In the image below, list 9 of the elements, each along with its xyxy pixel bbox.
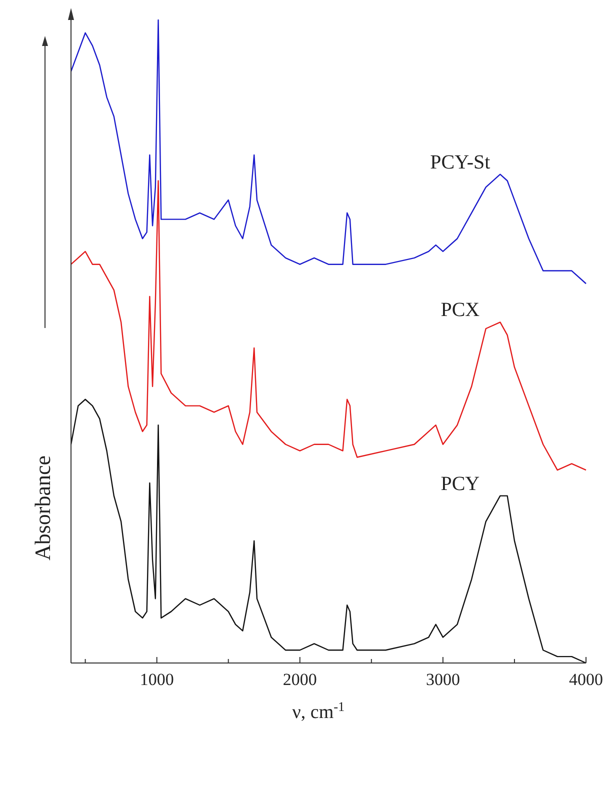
x-tick-label: 2000: [282, 670, 317, 689]
y-axis-title: Absorbance: [30, 455, 55, 561]
series-label: PCY: [440, 472, 480, 495]
x-tick-label: 1000: [140, 670, 174, 689]
series-label: PCX: [440, 299, 480, 322]
x-axis-title: ν, cm$^{-1}$: [292, 698, 345, 723]
x-tick-label: 3000: [426, 670, 460, 689]
x-tick-label: 4000: [569, 670, 603, 689]
series-label: PCY-St: [430, 151, 491, 174]
